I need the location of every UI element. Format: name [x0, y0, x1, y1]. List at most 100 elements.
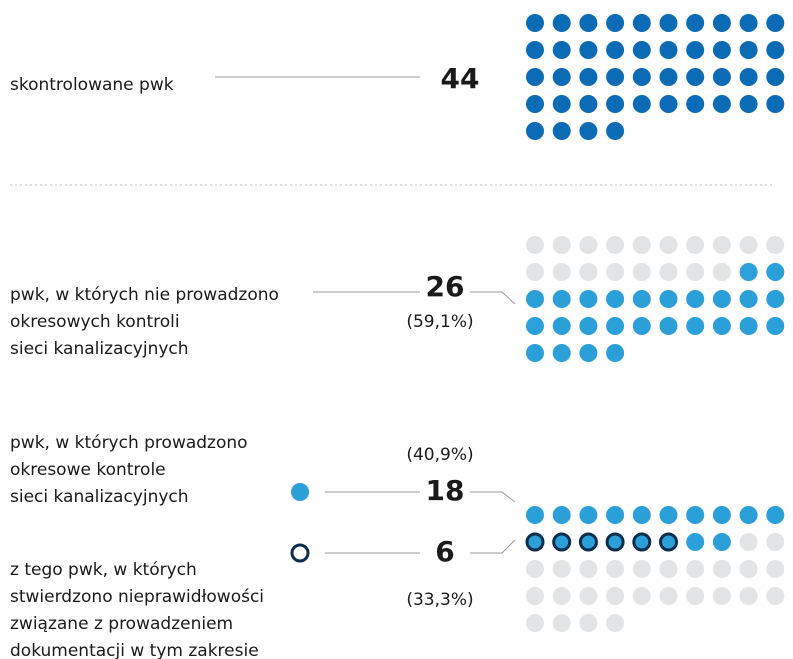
- dot: [659, 317, 678, 335]
- dot: [606, 236, 625, 254]
- dot: [712, 587, 731, 605]
- dot: [526, 263, 544, 281]
- dot: [526, 41, 544, 59]
- dot: [526, 122, 544, 140]
- dot: [766, 533, 785, 551]
- dot: [526, 290, 544, 308]
- dot: [686, 263, 705, 281]
- label: stwierdzono nieprawidłowości: [10, 587, 264, 607]
- dot: [579, 587, 598, 605]
- dot: [739, 68, 758, 86]
- legend-dot: [291, 483, 309, 501]
- label: skontrolowane pwk: [10, 75, 174, 95]
- dot: [632, 290, 651, 308]
- legend-dot-outline: [290, 543, 310, 563]
- dot: [659, 68, 678, 86]
- dot: [659, 263, 678, 281]
- dot: [766, 290, 785, 308]
- dot: [579, 317, 598, 335]
- dot: [659, 532, 678, 552]
- dot: [686, 317, 705, 335]
- dot: [606, 263, 625, 281]
- dot: [606, 317, 625, 335]
- label: z tego pwk, w których: [10, 560, 197, 580]
- dot: [686, 95, 705, 113]
- value: 26: [426, 270, 465, 303]
- dot: [712, 560, 731, 578]
- value: 44: [441, 62, 480, 95]
- dot: [739, 317, 758, 335]
- dot: [739, 506, 758, 524]
- label: dokumentacji w tym zakresie: [10, 641, 259, 659]
- dot: [659, 14, 678, 32]
- dot: [659, 560, 678, 578]
- dot: [552, 41, 571, 59]
- dot: [552, 344, 571, 362]
- label: sieci kanalizacyjnych: [10, 487, 189, 507]
- label: pwk, w których prowadzono: [10, 433, 248, 453]
- dot: [686, 68, 705, 86]
- dot: [632, 506, 651, 524]
- dot: [552, 506, 571, 524]
- dot: [632, 41, 651, 59]
- dot: [552, 560, 571, 578]
- dot: [606, 122, 625, 140]
- dot: [552, 122, 571, 140]
- dot: [526, 587, 544, 605]
- share: (40,9%): [406, 445, 473, 465]
- dot: [606, 614, 625, 632]
- dot: [766, 95, 785, 113]
- dot: [526, 506, 544, 524]
- dot: [578, 532, 598, 552]
- dot: [552, 290, 571, 308]
- dot: [686, 506, 705, 524]
- dot: [739, 290, 758, 308]
- dot: [552, 614, 571, 632]
- dot: [659, 506, 678, 524]
- dot: [712, 41, 731, 59]
- dot: [686, 587, 705, 605]
- dot: [632, 14, 651, 32]
- dot: [632, 587, 651, 605]
- dot: [632, 95, 651, 113]
- dot: [739, 14, 758, 32]
- dot: [579, 290, 598, 308]
- dot: [606, 95, 625, 113]
- dot: [579, 41, 598, 59]
- dot: [712, 317, 731, 335]
- dot: [766, 560, 785, 578]
- label: związane z prowadzeniem: [10, 614, 233, 634]
- connector: [325, 539, 516, 554]
- dot: [526, 317, 544, 335]
- dot: [632, 68, 651, 86]
- dot: [766, 506, 785, 524]
- dot: [552, 14, 571, 32]
- dot: [632, 560, 651, 578]
- dot: [552, 532, 572, 552]
- dot: [712, 290, 731, 308]
- dot: [712, 533, 731, 551]
- dot: [739, 95, 758, 113]
- dot: [686, 41, 705, 59]
- dot: [712, 68, 731, 86]
- dot: [686, 533, 705, 551]
- dot: [579, 560, 598, 578]
- dot: [552, 236, 571, 254]
- label: okresowych kontroli: [10, 312, 180, 332]
- dot: [766, 68, 785, 86]
- dot: [632, 532, 652, 552]
- dot: [739, 587, 758, 605]
- dot: [659, 95, 678, 113]
- dot: [579, 122, 598, 140]
- dot: [712, 14, 731, 32]
- dot: [606, 560, 625, 578]
- dot: [766, 236, 785, 254]
- dot: [659, 290, 678, 308]
- dot: [766, 41, 785, 59]
- dot: [686, 14, 705, 32]
- dot: [526, 344, 544, 362]
- dot: [739, 236, 758, 254]
- dot: [579, 68, 598, 86]
- dot: [552, 68, 571, 86]
